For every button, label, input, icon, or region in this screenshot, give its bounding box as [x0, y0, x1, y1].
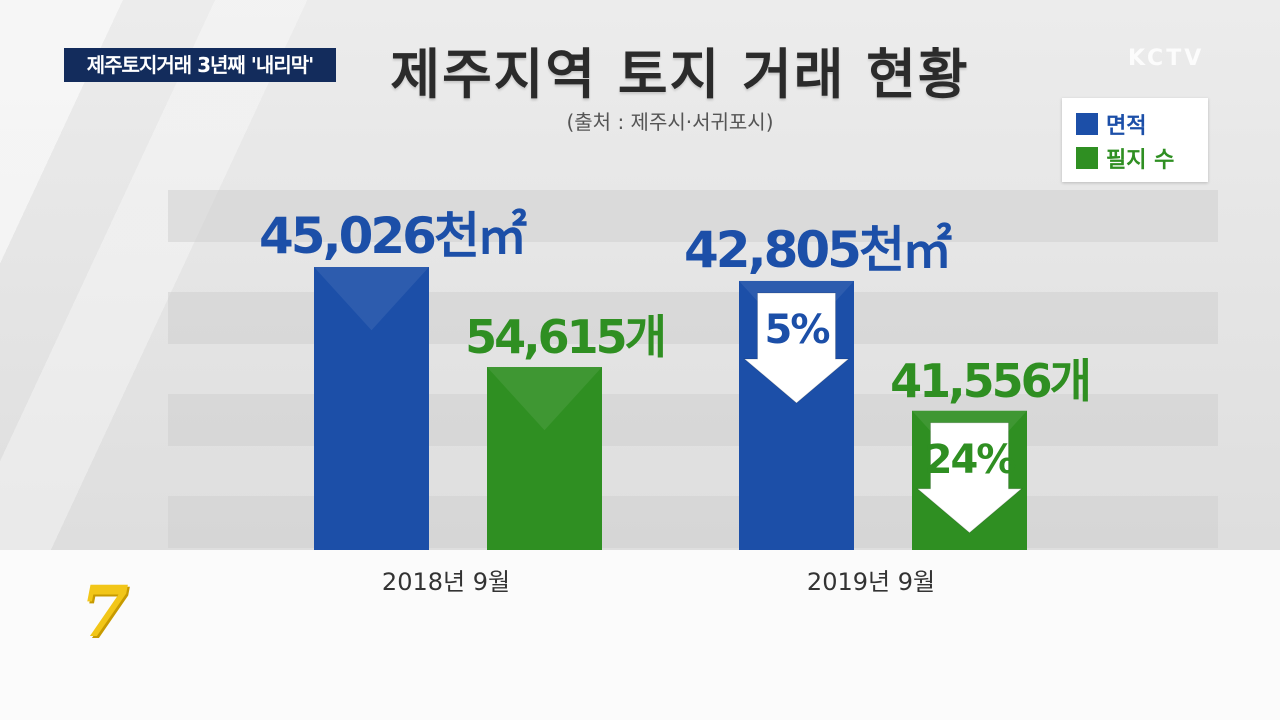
x-tick-label-2018: 2018년 9월 — [381, 568, 511, 596]
chart-legend: 면적 필지 수 — [1062, 98, 1208, 182]
down-arrow-icon — [743, 292, 850, 404]
bar-area — [314, 267, 429, 550]
chart-background — [0, 0, 1280, 550]
legend-item-area: 면적 — [1076, 110, 1147, 139]
bar-highlight — [487, 367, 602, 431]
chart-title: 제주지역 토지 거래 현황 — [390, 43, 970, 106]
legend-item-parcels: 필지 수 — [1076, 144, 1175, 173]
lower-background — [0, 550, 1280, 720]
data-label: 42,805천㎡ — [684, 221, 952, 279]
data-label: 54,615개 — [465, 310, 664, 364]
legend-swatch-parcels — [1076, 147, 1098, 169]
legend-label-parcels: 필지 수 — [1106, 148, 1175, 173]
bar-parcels — [487, 367, 602, 550]
change-label: 5% — [765, 307, 830, 353]
broadcaster-logo: KCTV — [1128, 46, 1205, 71]
source-note: (출처 : 제주시·서귀포시) — [566, 110, 774, 134]
grid-band — [168, 190, 1218, 242]
bar-highlight — [314, 267, 429, 331]
channel-mark: 7 — [80, 570, 129, 653]
news-ticker: 제주토지거래 3년째 '내리막' — [64, 48, 336, 82]
x-tick-label-2019: 2019년 9월 — [806, 568, 936, 596]
legend-label-area: 면적 — [1106, 114, 1147, 139]
legend-swatch-area — [1076, 113, 1098, 135]
data-label: 41,556개 — [890, 354, 1089, 408]
data-label: 45,026천㎡ — [259, 207, 527, 265]
down-arrow-icon — [916, 422, 1023, 534]
change-label: 24% — [925, 437, 1016, 483]
